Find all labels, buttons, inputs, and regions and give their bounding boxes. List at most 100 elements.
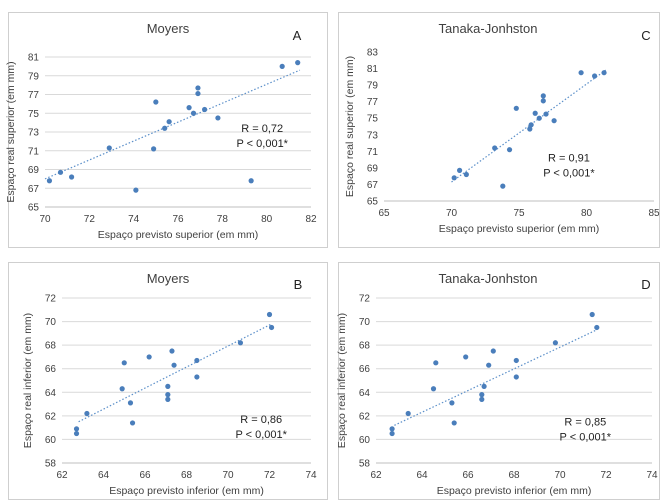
y-tick-label: 69 xyxy=(28,165,40,176)
x-tick-label: 80 xyxy=(261,214,273,225)
y-tick-label: 62 xyxy=(45,411,57,422)
y-tick-label: 58 xyxy=(359,459,371,470)
chart-c: 65 67 69 71 73 75 77 79 81 83 65 70 75 80 85 Espaço pre… xyxy=(344,21,660,235)
y-tick-label: 81 xyxy=(367,64,379,75)
data-point xyxy=(540,93,546,99)
data-point xyxy=(601,70,607,76)
x-axis-label: Espaço previsto superior (em mm) xyxy=(439,223,599,235)
data-point xyxy=(536,115,542,121)
data-point xyxy=(389,426,395,432)
x-tick-label: 85 xyxy=(648,208,660,219)
x-tick-label: 75 xyxy=(513,208,525,219)
p-value-annotation: P < 0,001* xyxy=(235,429,287,441)
data-point xyxy=(194,357,200,364)
data-point xyxy=(169,348,175,354)
data-point xyxy=(479,392,485,398)
x-tick-label: 74 xyxy=(646,470,658,481)
panel-c xyxy=(338,12,660,248)
data-point xyxy=(127,400,134,406)
data-point xyxy=(146,354,152,360)
data-point xyxy=(153,99,159,105)
data-point xyxy=(451,175,457,181)
data-point xyxy=(46,178,53,184)
data-point xyxy=(430,386,437,392)
chart-title: Moyers xyxy=(147,21,190,36)
data-point xyxy=(129,420,136,426)
panel-letter: A xyxy=(293,28,302,43)
y-tick-label: 65 xyxy=(28,203,40,214)
y-tick-label: 71 xyxy=(28,146,40,157)
data-point xyxy=(449,400,455,406)
trendline xyxy=(78,323,272,423)
chart-title: Moyers xyxy=(147,271,190,286)
y-tick-label: 58 xyxy=(45,459,57,470)
y-tick-label: 77 xyxy=(367,97,379,108)
data-point xyxy=(295,60,301,66)
y-axis-label: Espaço real superior (em mm) xyxy=(5,61,17,202)
panel-letter: C xyxy=(641,28,650,43)
y-axis-label: Espaço real inferior (em mm) xyxy=(336,313,348,448)
chart-title: Tanaka-Jonhston xyxy=(438,21,537,36)
y-tick-label: 79 xyxy=(367,81,379,92)
x-tick-label: 74 xyxy=(305,470,317,481)
data-point xyxy=(528,122,534,128)
chart-a: 65 67 69 71 73 75 77 79 81 70 72 74 76 78 80 82 Espaço p… xyxy=(5,21,317,241)
r-value-annotation: R = 0,91 xyxy=(548,152,590,164)
data-point xyxy=(171,362,177,368)
data-point xyxy=(202,106,208,113)
x-tick-label: 66 xyxy=(462,470,474,481)
y-tick-label: 64 xyxy=(45,388,57,399)
y-tick-label: 65 xyxy=(367,197,379,208)
y-tick-label: 81 xyxy=(28,53,40,64)
data-point xyxy=(133,187,139,193)
x-tick-label: 70 xyxy=(39,214,51,225)
x-tick-label: 65 xyxy=(378,208,390,219)
y-tick-label: 67 xyxy=(28,184,40,195)
data-point xyxy=(248,178,254,184)
chart-title: Tanaka-Jonhston xyxy=(438,271,537,286)
panel-letter: D xyxy=(641,277,650,292)
data-point xyxy=(589,311,595,318)
data-point xyxy=(543,111,549,117)
y-tick-label: 69 xyxy=(367,163,379,174)
r-value-annotation: R = 0,86 xyxy=(240,414,282,426)
panel-a xyxy=(8,12,328,248)
data-point xyxy=(463,354,469,360)
data-point xyxy=(540,98,546,104)
data-point xyxy=(165,392,171,398)
data-point xyxy=(500,183,506,189)
y-tick-label: 72 xyxy=(45,294,57,305)
x-axis-label: Espaço previsto inferior (em mm) xyxy=(109,485,264,497)
data-point xyxy=(513,374,519,380)
y-tick-label: 70 xyxy=(359,317,371,328)
data-point xyxy=(73,426,80,432)
data-point xyxy=(57,169,64,175)
p-value-annotation: P < 0,001* xyxy=(560,431,612,443)
data-point xyxy=(433,360,439,366)
data-point xyxy=(237,340,244,346)
chart-d: 58 60 62 64 66 68 70 72 62 64 66 68 70 72 74 Espaço pre… xyxy=(336,271,658,497)
data-point xyxy=(166,119,172,125)
x-tick-label: 68 xyxy=(508,470,520,481)
data-point xyxy=(552,340,559,346)
x-tick-label: 64 xyxy=(416,470,428,481)
data-point xyxy=(194,374,200,380)
data-point xyxy=(73,430,80,437)
data-point xyxy=(578,70,584,76)
p-value-annotation: P < 0,001* xyxy=(543,167,595,179)
data-point xyxy=(279,63,285,69)
trendline xyxy=(394,329,598,426)
y-tick-label: 64 xyxy=(359,388,371,399)
x-tick-label: 78 xyxy=(217,214,229,225)
y-tick-label: 73 xyxy=(367,130,379,141)
x-tick-label: 66 xyxy=(139,470,151,481)
x-axis-label: Espaço previsto inferior (em mm) xyxy=(437,485,592,497)
y-tick-label: 83 xyxy=(367,48,379,59)
y-axis-label: Espaço real inferior (em mm) xyxy=(22,313,34,448)
x-tick-label: 62 xyxy=(370,470,382,481)
x-tick-label: 72 xyxy=(84,214,96,225)
data-point xyxy=(165,383,171,389)
y-tick-label: 60 xyxy=(45,435,57,446)
x-tick-label: 70 xyxy=(222,470,234,481)
